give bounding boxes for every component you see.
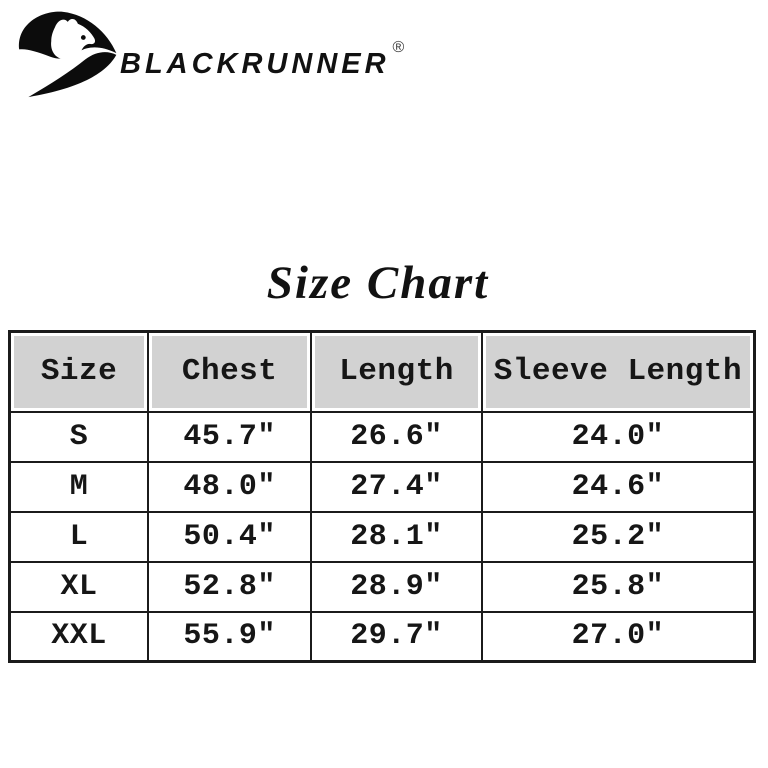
sleeve-length-cell: 24.6″	[480, 460, 756, 513]
chest-cell: 45.7″	[147, 410, 313, 463]
chest-cell: 55.9″	[147, 610, 313, 663]
length-cell: 28.9″	[310, 560, 483, 613]
table-row: L 50.4″ 28.1″ 25.2″	[8, 510, 756, 563]
size-chart-table: Size Chest Length Sleeve Length S 45.7″ …	[8, 330, 756, 663]
chest-cell: 52.8″	[147, 560, 313, 613]
table-row: M 48.0″ 27.4″ 24.6″	[8, 460, 756, 513]
table-row: XXL 55.9″ 29.7″ 27.0″	[8, 610, 756, 663]
column-header-sleeve-length: Sleeve Length	[480, 330, 756, 413]
size-cell: XL	[8, 560, 150, 613]
length-cell: 29.7″	[310, 610, 483, 663]
size-cell: M	[8, 460, 150, 513]
column-header-size: Size	[8, 330, 150, 413]
brand-wordmark: BLACKRUNNER	[120, 48, 390, 80]
page-title: Size Chart	[266, 257, 490, 309]
length-cell: 28.1″	[310, 510, 483, 563]
length-cell: 26.6″	[310, 410, 483, 463]
sleeve-length-cell: 25.2″	[480, 510, 756, 563]
registered-trademark-symbol: ®	[392, 39, 405, 56]
brand-logo: BLACKRUNNER ®	[10, 4, 404, 104]
column-header-chest: Chest	[147, 330, 313, 413]
chest-cell: 48.0″	[147, 460, 313, 513]
sleeve-length-cell: 27.0″	[480, 610, 756, 663]
table-header-row: Size Chest Length Sleeve Length	[8, 330, 756, 413]
runner-bird-swoosh-icon	[18, 11, 117, 98]
size-cell: L	[8, 510, 150, 563]
size-cell: S	[8, 410, 150, 463]
table-row: S 45.7″ 26.6″ 24.0″	[8, 410, 756, 463]
sleeve-length-cell: 24.0″	[480, 410, 756, 463]
sleeve-length-cell: 25.8″	[480, 560, 756, 613]
chest-cell: 50.4″	[147, 510, 313, 563]
column-header-length: Length	[310, 330, 483, 413]
size-cell: XXL	[8, 610, 150, 663]
table-row: XL 52.8″ 28.9″ 25.8″	[8, 560, 756, 613]
length-cell: 27.4″	[310, 460, 483, 513]
